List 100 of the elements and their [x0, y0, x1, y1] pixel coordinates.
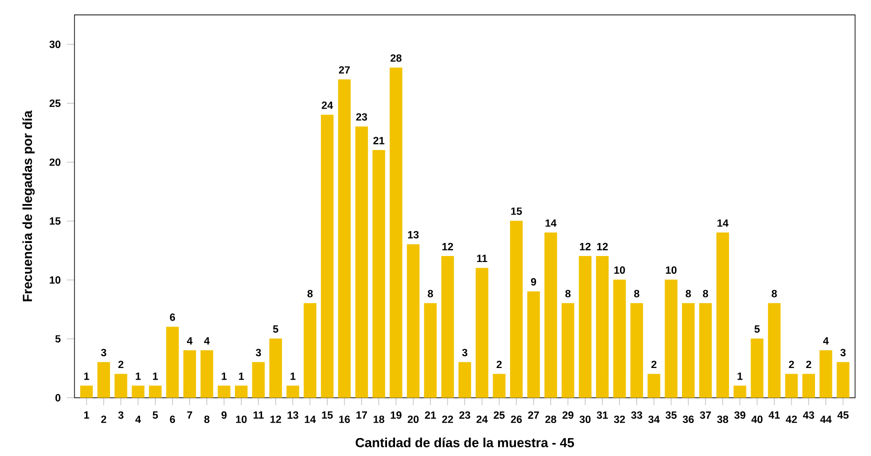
bar [458, 362, 472, 398]
bar [664, 279, 678, 398]
x-tick-label: 39 [734, 411, 746, 419]
y-tick-label: 0 [55, 394, 60, 402]
bar [234, 385, 248, 398]
x-tick-label: 12 [270, 415, 282, 423]
x-tick-label: 37 [700, 411, 711, 419]
bar [648, 374, 660, 398]
data-label: 10 [614, 266, 625, 274]
x-axis-title: Cantidad de días de la muestra - 45 [356, 437, 574, 448]
bar [132, 385, 144, 398]
x-tick-label: 7 [187, 411, 192, 418]
x-tick-label: 13 [288, 411, 298, 419]
data-label: 3 [101, 348, 106, 356]
x-tick-label: 41 [768, 411, 780, 418]
bar [510, 220, 523, 398]
x-tick-label: 11 [254, 411, 264, 418]
bar [836, 362, 850, 398]
bar [699, 302, 712, 398]
x-tick-label: 40 [751, 415, 762, 423]
data-label: 6 [170, 313, 176, 321]
data-label: 2 [806, 360, 812, 368]
data-label: 1 [84, 372, 90, 380]
data-label: 3 [462, 348, 468, 356]
bar [97, 362, 110, 398]
data-label: 2 [118, 360, 124, 368]
bar [148, 385, 162, 398]
data-label: 4 [204, 337, 210, 344]
x-tick-label: 22 [442, 415, 454, 423]
bar [562, 302, 574, 398]
x-tick-label: 28 [545, 415, 556, 423]
data-label: 12 [442, 242, 454, 250]
data-label: 8 [686, 290, 691, 298]
bar [785, 374, 798, 398]
x-tick-label: 1 [84, 411, 90, 418]
data-label: 23 [356, 112, 368, 120]
x-tick-label: 17 [356, 411, 367, 418]
x-tick-label: 6 [170, 415, 176, 423]
data-label: 12 [597, 242, 608, 250]
x-tick-label: 16 [339, 415, 350, 423]
bar [750, 338, 764, 398]
x-tick-label: 30 [580, 415, 591, 423]
data-label: 1 [153, 372, 158, 380]
y-tick-label: 20 [50, 158, 60, 166]
data-label: 1 [222, 372, 227, 380]
data-label: 2 [651, 360, 656, 368]
bar [578, 256, 592, 398]
data-label: 3 [840, 348, 846, 356]
data-label: 2 [788, 360, 794, 368]
x-tick-label: 36 [682, 415, 694, 423]
x-tick-label: 43 [803, 411, 814, 419]
bar [630, 302, 644, 398]
x-tick-label: 45 [837, 411, 849, 419]
x-tick-label: 18 [374, 415, 384, 423]
bar [372, 150, 386, 398]
bar [424, 302, 437, 398]
x-tick-label: 38 [717, 415, 728, 423]
y-tick-label: 5 [55, 334, 61, 342]
bar [200, 350, 214, 398]
data-label: 28 [390, 54, 402, 62]
bar [441, 256, 454, 398]
data-label: 24 [322, 101, 334, 109]
x-tick-label: 29 [562, 411, 574, 419]
data-label: 4 [823, 337, 829, 344]
bar [304, 302, 316, 398]
data-label: 15 [511, 207, 522, 215]
data-label: 2 [496, 360, 502, 368]
bar [820, 350, 832, 398]
x-tick-label: 32 [614, 415, 625, 423]
x-tick-label: 26 [510, 415, 522, 423]
x-tick-label: 42 [786, 415, 797, 423]
x-tick-label: 2 [101, 415, 106, 423]
bar [716, 232, 730, 398]
data-label: 14 [718, 219, 728, 226]
bar [166, 326, 179, 398]
y-tick-label: 10 [50, 276, 60, 284]
bar [734, 385, 746, 398]
x-tick-label: 9 [222, 411, 227, 419]
bar [252, 362, 265, 398]
x-tick-label: 24 [476, 415, 488, 423]
bar [80, 385, 93, 398]
bar [286, 385, 300, 398]
data-label: 3 [256, 348, 261, 356]
data-label: 8 [565, 290, 571, 298]
data-label: 5 [273, 325, 278, 332]
data-label: 1 [136, 372, 141, 380]
bar [320, 114, 334, 398]
x-tick-label: 3 [118, 411, 124, 419]
data-label: 1 [738, 372, 743, 380]
bar [802, 374, 815, 398]
bar [527, 291, 540, 398]
data-label: 13 [408, 230, 419, 238]
data-label: 8 [428, 290, 433, 298]
x-tick-label: 14 [304, 416, 316, 423]
x-tick-label: 21 [424, 411, 436, 419]
data-label: 5 [754, 325, 760, 332]
data-label: 12 [580, 242, 591, 250]
bar [544, 232, 558, 398]
x-tick-label: 31 [596, 411, 608, 419]
data-label: 14 [546, 219, 557, 226]
